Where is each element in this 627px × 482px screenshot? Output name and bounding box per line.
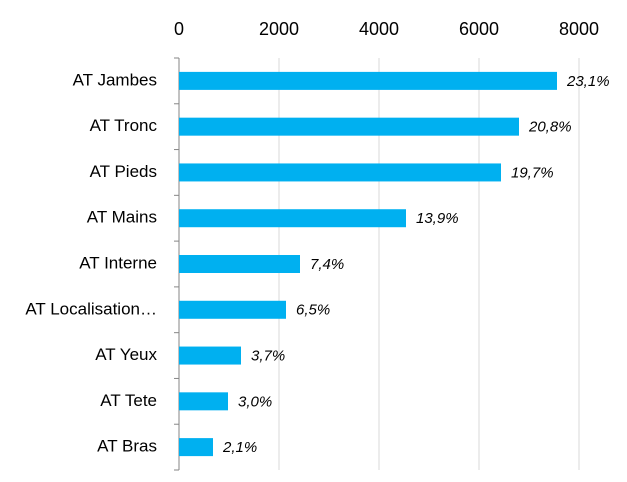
data-label: 3,0% — [238, 393, 272, 410]
data-label: 13,9% — [416, 210, 459, 227]
y-tick-label: AT Yeux — [95, 345, 157, 364]
bar — [179, 163, 501, 182]
data-label: 19,7% — [511, 164, 554, 181]
y-tick-label: AT Mains — [87, 208, 157, 227]
bar — [179, 392, 228, 411]
y-tick-label: AT Interne — [79, 253, 157, 272]
y-tick-label: AT Bras — [97, 437, 157, 456]
y-tick-label: AT Tronc — [90, 116, 158, 135]
y-tick-label: AT Tete — [100, 391, 157, 410]
bar — [179, 346, 241, 365]
y-tick-label: AT Pieds — [90, 162, 157, 181]
bar — [179, 209, 406, 228]
x-tick-label: 2000 — [259, 19, 299, 39]
data-label: 3,7% — [251, 348, 285, 365]
bar — [179, 300, 286, 319]
y-tick-label: AT Localisation… — [25, 299, 157, 318]
y-tick-label: AT Jambes — [73, 70, 157, 89]
bar — [179, 438, 213, 457]
data-label: 6,5% — [296, 302, 330, 319]
x-tick-label: 6000 — [459, 19, 499, 39]
data-label: 23,1% — [566, 73, 610, 90]
bar — [179, 71, 557, 90]
bar — [179, 117, 519, 136]
bar — [179, 255, 300, 273]
x-tick-label: 4000 — [359, 19, 399, 39]
data-label: 7,4% — [310, 256, 344, 273]
data-label: 2,1% — [222, 439, 257, 456]
data-label: 20,8% — [528, 119, 572, 136]
x-tick-label: 0 — [174, 19, 184, 39]
x-tick-label: 8000 — [559, 19, 599, 39]
